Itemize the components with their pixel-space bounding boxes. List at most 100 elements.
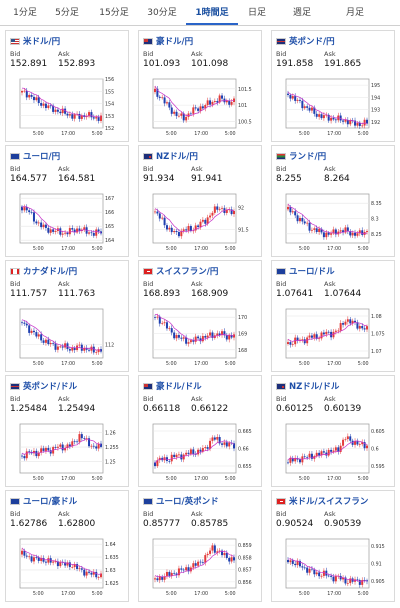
y-tick-label: 0.595 [371, 464, 385, 470]
pair-card[interactable]: 豪ドル/ドル Bid Ask 0.66118 0.66122 0.665 0.66 0.655… [138, 375, 262, 487]
pair-title-link[interactable]: ユーロ/英ポンド [143, 495, 219, 507]
tab-timeframe-6[interactable]: 週足 [292, 8, 311, 18]
y-tick-label: 0.605 [371, 429, 385, 435]
mini-candlestick-chart[interactable]: 112 5:00 17:00 5:00 [10, 306, 125, 368]
pair-title-link[interactable]: ユーロ/ドル [276, 265, 335, 277]
candle-body [206, 217, 209, 224]
pair-title-link[interactable]: ユーロ/円 [10, 150, 60, 162]
candle-body [73, 347, 76, 351]
candle-body [61, 108, 64, 114]
pair-card[interactable]: カナダドル/円 Bid Ask 111.757 111.763 112 5:00 17:00 5… [5, 260, 129, 372]
candle-body [199, 449, 202, 452]
candle-body [287, 560, 289, 563]
candle-body [83, 438, 86, 439]
pair-title-link[interactable]: 豪ドル/円 [143, 35, 193, 47]
candle-body [76, 228, 79, 233]
candle-body [211, 437, 214, 441]
pair-card[interactable]: 米ドル/円 Bid Ask 152.891 152.893 156 155 154 153 152… [5, 30, 129, 142]
candle-body [230, 209, 233, 215]
pair-card[interactable]: 豪ドル/円 Bid Ask 101.093 101.098 101.5 101 100.5 5:… [138, 30, 262, 142]
candle-body [28, 325, 31, 333]
candle-body [366, 326, 368, 330]
mini-candlestick-chart[interactable]: 1.26 1.255 1.25 5:00 17:00 5:00 [10, 421, 125, 483]
candle-body [168, 328, 171, 329]
pair-title-link[interactable]: 米ドル/スイスフラン [276, 495, 368, 507]
candle-body [322, 232, 325, 238]
candle-body [296, 99, 299, 101]
candle-body [211, 212, 214, 216]
tab-timeframe-7[interactable]: 月足 [345, 8, 364, 18]
candle-body [40, 448, 43, 453]
tab-timeframe-2[interactable]: 15分足 [99, 8, 129, 18]
pair-card[interactable]: ランド/円 Bid Ask 8.255 8.264 8.35 8.3 8.25 5:00 17:0… [271, 145, 395, 257]
bid-value: 164.577 [10, 174, 48, 184]
candle-body [221, 95, 224, 99]
bid-value: 168.893 [143, 289, 181, 299]
pair-title-link[interactable]: 英ポンド/円 [276, 35, 335, 47]
pair-card[interactable]: ユーロ/ドル Bid Ask 1.07641 1.07644 1.08 1.075 1.07 5… [271, 260, 395, 372]
moving-average-line [155, 314, 235, 341]
candle-body [287, 206, 289, 210]
mini-candlestick-chart[interactable]: 170 169 168 5:00 17:00 5:00 [143, 306, 258, 368]
pair-card[interactable]: ユーロ/豪ドル Bid Ask 1.62786 1.62800 1.64 1.635 1.63… [5, 490, 129, 602]
candle-body [90, 232, 93, 234]
ask-value: 91.941 [191, 174, 223, 184]
pair-title-link[interactable]: スイスフラン/円 [143, 265, 218, 277]
candle-body [30, 94, 33, 97]
candle-body [189, 340, 192, 343]
pair-card[interactable]: 米ドル/スイスフラン Bid Ask 0.90524 0.90539 0.915 0.91 0… [271, 490, 395, 602]
y-tick-label: 1.625 [105, 581, 119, 587]
flag-icon [143, 382, 153, 390]
candle-body [204, 447, 207, 449]
tab-timeframe-5[interactable]: 日足 [247, 8, 266, 18]
pair-title-link[interactable]: NZドル/ドル [276, 380, 339, 392]
y-tick-label: 100.5 [238, 119, 252, 125]
pair-title-link[interactable]: 英ポンド/ドル [10, 380, 77, 392]
candle-body [156, 88, 159, 97]
pair-card[interactable]: ユーロ/円 Bid Ask 164.577 164.581 167 166 165 164 5:0… [5, 145, 129, 257]
pair-title-link[interactable]: 米ドル/円 [10, 35, 60, 47]
tab-timeframe-4[interactable]: 1時間足 [186, 0, 238, 25]
pair-card[interactable]: スイスフラン/円 Bid Ask 168.893 168.909 170 169 168 5:0… [138, 260, 262, 372]
pair-title-link[interactable]: カナダドル/円 [10, 265, 77, 277]
candle-body [161, 97, 164, 99]
candle-body [40, 557, 43, 561]
candle-body [100, 115, 102, 121]
candle-body [44, 339, 47, 343]
tab-timeframe-1[interactable]: 5分足 [55, 8, 79, 18]
candle-body [187, 567, 190, 572]
pair-title-link[interactable]: NZドル/円 [143, 150, 198, 162]
tab-timeframe-0[interactable]: 1分足 [13, 8, 37, 18]
x-tick-label: 5:00 [225, 591, 236, 597]
candle-body [177, 335, 180, 338]
pair-card[interactable]: ユーロ/英ポンド Bid Ask 0.85777 0.85785 0.859 0.858 0.… [138, 490, 262, 602]
x-tick-label: 17:00 [61, 591, 75, 597]
mini-candlestick-chart[interactable]: 8.35 8.3 8.25 5:00 17:00 5:00 [276, 191, 391, 253]
tab-timeframe-3[interactable]: 30分足 [147, 8, 177, 18]
pair-card[interactable]: NZドル/円 Bid Ask 91.934 91.941 92 91.5 5:00 17:00 5… [138, 145, 262, 257]
pair-title-link[interactable]: ランド/円 [276, 150, 326, 162]
pair-title-link[interactable]: 豪ドル/ドル [143, 380, 202, 392]
pair-card[interactable]: NZドル/ドル Bid Ask 0.60125 0.60139 0.605 0.6 0.595… [271, 375, 395, 487]
candle-body [21, 550, 23, 555]
pair-card[interactable]: 英ポンド/円 Bid Ask 191.858 191.865 195 194 193 192 5:… [271, 30, 395, 142]
pair-title-link[interactable]: ユーロ/豪ドル [10, 495, 77, 507]
candle-body [78, 113, 81, 119]
candle-body [71, 228, 74, 230]
candle-body [173, 111, 176, 114]
pair-card[interactable]: 英ポンド/ドル Bid Ask 1.25484 1.25494 1.26 1.255 1.25… [5, 375, 129, 487]
bid-value: 0.90524 [276, 519, 314, 529]
mini-candlestick-chart[interactable]: 92 91.5 5:00 17:00 5:00 [143, 191, 258, 253]
candle-body [218, 437, 221, 444]
candle-body [30, 212, 33, 213]
